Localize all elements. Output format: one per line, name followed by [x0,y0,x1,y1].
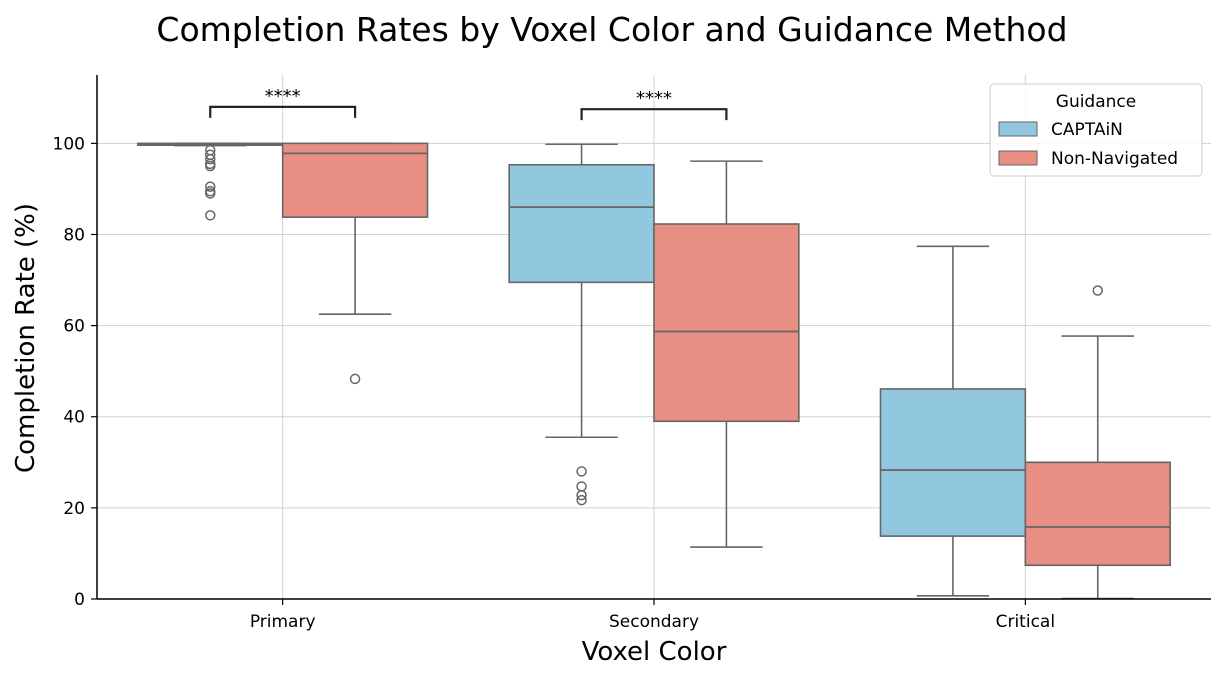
box-non-navigated-primary [281,142,429,218]
y-axis-label: Completion Rate (%) [11,203,41,473]
y-ticks: 0 20 40 60 80 100 [53,134,97,610]
box-captain-critical [879,388,1027,537]
significance-annotations: **** **** [209,86,728,121]
outlier-captain-secondary-2 [576,489,587,501]
y-tick-label-1: 20 [63,499,85,519]
y-tick-label-2: 40 [63,408,85,428]
box-non-navigated-secondary [653,223,800,423]
x-ticks: Primary Secondary Critical [250,599,1055,632]
significance-label-0: **** [265,86,301,107]
significance-label-1: **** [636,88,672,109]
legend: Guidance CAPTAiN Non-Navigated [989,83,1203,177]
y-tick-label-3: 60 [63,317,85,337]
x-tick-label-secondary: Secondary [609,612,699,632]
box-plots [137,142,1171,600]
outlier-captain-secondary-0 [576,466,587,477]
outlier-captain-primary-2 [205,154,216,165]
outlier-non-navigated-primary-0 [349,373,361,385]
x-axis-label: Voxel Color [582,637,727,667]
legend-frame [989,83,1203,177]
chart-title: Completion Rates by Voxel Color and Guid… [156,10,1067,49]
y-tick-label-5: 100 [53,134,85,154]
x-tick-label-primary: Primary [250,612,316,632]
significance-bracket-1 [580,108,728,121]
y-tick-label-0: 0 [74,590,85,610]
box-captain-secondary [508,163,655,284]
significance-bracket-0 [209,105,357,118]
outlier-captain-primary-4 [205,160,216,172]
outlier-non-navigated-critical-0 [1092,285,1103,296]
legend-title: Guidance [1056,92,1136,112]
outlier-captain-secondary-1 [576,481,587,492]
y-tick-label-4: 80 [63,225,85,245]
legend-label-non-navigated: Non-Navigated [1051,149,1178,169]
outlier-captain-primary-8 [205,210,216,221]
box-non-navigated-critical [1024,461,1171,567]
x-tick-label-critical: Critical [996,612,1055,632]
legend-swatch-captain [998,121,1038,137]
outlier-captain-secondary-3 [576,494,587,506]
legend-swatch-non-navigated [998,150,1038,166]
outlier-captain-primary-7 [205,188,216,199]
outlier-captain-primary-5 [205,181,216,192]
legend-label-captain: CAPTAiN [1051,120,1123,140]
